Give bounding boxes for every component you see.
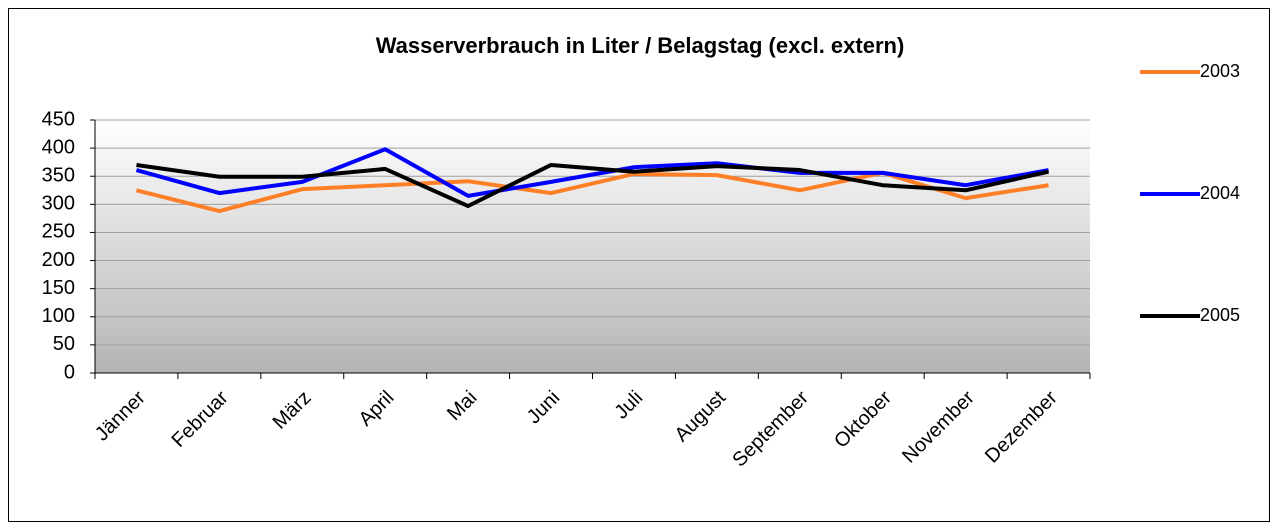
legend-label: 2003 [1200,61,1240,81]
y-tick-label: 300 [42,193,75,215]
chart-title: Wasserverbrauch in Liter / Belagstag (ex… [376,33,905,58]
series-line [135,147,1049,198]
y-tick-label: 0 [64,361,75,383]
y-tick-label: 350 [42,165,75,187]
legend-label: 2004 [1200,183,1240,203]
y-tick-label: 400 [42,136,75,158]
y-tick-label: 150 [42,277,75,299]
plot-area [95,120,1090,373]
y-tick-label: 250 [42,221,75,243]
y-tick-label: 50 [53,333,75,355]
series-line [136,162,1049,209]
y-tick-label: 200 [42,249,75,271]
legend-label: 2005 [1200,305,1240,325]
y-tick-label: 450 [42,108,75,130]
series-line [135,170,1049,214]
y-tick-label: 100 [42,305,75,327]
